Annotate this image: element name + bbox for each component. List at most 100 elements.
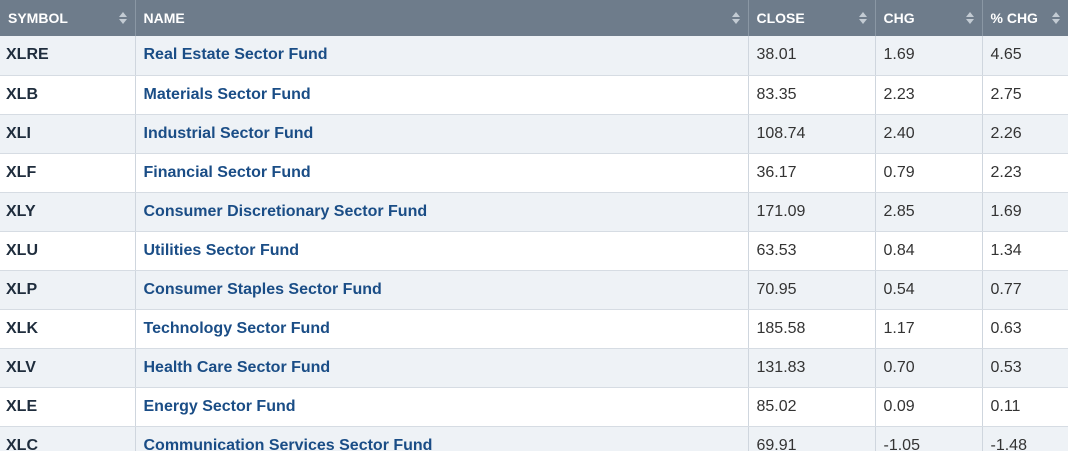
percent-change-cell: 0.53 <box>982 348 1068 388</box>
name-text[interactable]: Industrial Sector Fund <box>143 124 314 142</box>
table-row: XLC Communication Services Sector Fund 69.… <box>0 426 1068 451</box>
change-text: 1.17 <box>883 319 915 337</box>
column-header[interactable]: CHG <box>875 0 983 36</box>
percent-change-cell: 2.23 <box>982 153 1068 193</box>
name-text[interactable]: Technology Sector Fund <box>143 319 330 337</box>
symbol-cell: XLE <box>0 387 136 427</box>
change-text: 0.70 <box>883 358 915 376</box>
column-header[interactable]: NAME <box>135 0 749 36</box>
change-cell: 0.54 <box>875 270 983 310</box>
table-row: XLB Materials Sector Fund 83.35 2.23 2.75 <box>0 75 1068 115</box>
symbol-text: XLRE <box>6 46 49 64</box>
percent-change-text: 0.77 <box>990 280 1022 298</box>
name-cell: Industrial Sector Fund <box>135 114 749 154</box>
header-label: SYMBOL <box>8 10 68 26</box>
close-cell: 108.74 <box>748 114 876 154</box>
percent-change-cell: 4.65 <box>982 36 1068 76</box>
table-row: XLI Industrial Sector Fund 108.74 2.40 2.26 <box>0 114 1068 154</box>
symbol-cell: XLB <box>0 75 136 115</box>
name-cell: Consumer Discretionary Sector Fund <box>135 192 749 232</box>
symbol-cell: XLP <box>0 270 136 310</box>
column-header[interactable]: % CHG <box>982 0 1068 36</box>
change-cell: 2.23 <box>875 75 983 115</box>
percent-change-cell: 0.63 <box>982 309 1068 349</box>
header-label: CLOSE <box>756 10 805 26</box>
symbol-cell: XLRE <box>0 36 136 76</box>
symbol-text: XLB <box>6 85 38 103</box>
name-text[interactable]: Health Care Sector Fund <box>143 358 331 376</box>
table-row: XLV Health Care Sector Fund 131.83 0.70 0.53 <box>0 348 1068 388</box>
change-text: 2.85 <box>883 202 915 220</box>
column-header[interactable]: SYMBOL <box>0 0 136 36</box>
symbol-text: XLK <box>6 319 38 337</box>
name-text[interactable]: Real Estate Sector Fund <box>143 46 328 64</box>
percent-change-cell: 2.75 <box>982 75 1068 115</box>
percent-change-text: 0.63 <box>990 319 1022 337</box>
percent-change-cell: 0.11 <box>982 387 1068 427</box>
close-cell: 36.17 <box>748 153 876 193</box>
close-text: 36.17 <box>756 163 797 181</box>
symbol-cell: XLU <box>0 231 136 271</box>
change-cell: 0.09 <box>875 387 983 427</box>
percent-change-text: 2.26 <box>990 124 1022 142</box>
symbol-cell: XLY <box>0 192 136 232</box>
name-cell: Technology Sector Fund <box>135 309 749 349</box>
symbol-text: XLY <box>6 202 36 220</box>
close-text: 131.83 <box>756 358 806 376</box>
change-text: 0.09 <box>883 397 915 415</box>
name-text[interactable]: Consumer Discretionary Sector Fund <box>143 202 428 220</box>
change-text: 1.69 <box>883 46 915 64</box>
close-cell: 85.02 <box>748 387 876 427</box>
symbol-cell: XLV <box>0 348 136 388</box>
name-cell: Materials Sector Fund <box>135 75 749 115</box>
symbol-cell: XLK <box>0 309 136 349</box>
sort-icon <box>731 12 740 24</box>
symbol-text: XLI <box>6 124 31 142</box>
sort-icon <box>1052 12 1060 24</box>
change-cell: 1.69 <box>875 36 983 76</box>
close-text: 38.01 <box>756 46 797 64</box>
percent-change-text: 0.53 <box>990 358 1022 376</box>
name-cell: Health Care Sector Fund <box>135 348 749 388</box>
name-text[interactable]: Consumer Staples Sector Fund <box>143 280 382 298</box>
table-row: XLRE Real Estate Sector Fund 38.01 1.69 4.65 <box>0 36 1068 76</box>
percent-change-cell: 2.26 <box>982 114 1068 154</box>
change-cell: 0.70 <box>875 348 983 388</box>
name-cell: Energy Sector Fund <box>135 387 749 427</box>
close-cell: 131.83 <box>748 348 876 388</box>
close-text: 63.53 <box>756 241 797 259</box>
percent-change-text: 1.69 <box>990 202 1022 220</box>
percent-change-cell: 1.34 <box>982 231 1068 271</box>
change-cell: 2.40 <box>875 114 983 154</box>
table-row: XLU Utilities Sector Fund 63.53 0.84 1.34 <box>0 231 1068 271</box>
name-cell: Utilities Sector Fund <box>135 231 749 271</box>
table-row: XLE Energy Sector Fund 85.02 0.09 0.11 <box>0 387 1068 427</box>
close-text: 108.74 <box>756 124 806 142</box>
close-text: 85.02 <box>756 397 797 415</box>
change-text: 0.84 <box>883 241 915 259</box>
name-cell: Financial Sector Fund <box>135 153 749 193</box>
name-text[interactable]: Materials Sector Fund <box>143 85 311 103</box>
name-text[interactable]: Financial Sector Fund <box>143 163 311 181</box>
column-header[interactable]: CLOSE <box>748 0 876 36</box>
table-row: XLF Financial Sector Fund 36.17 0.79 2.23 <box>0 153 1068 193</box>
table-body: XLRE Real Estate Sector Fund 38.01 1.69 4.65… <box>0 36 1068 451</box>
close-text: 171.09 <box>756 202 806 220</box>
sort-icon <box>965 12 974 24</box>
name-text[interactable]: Utilities Sector Fund <box>143 241 300 259</box>
close-cell: 171.09 <box>748 192 876 232</box>
change-text: 2.23 <box>883 85 915 103</box>
header-label: NAME <box>143 10 185 26</box>
percent-change-cell: 0.77 <box>982 270 1068 310</box>
close-cell: 69.91 <box>748 426 876 451</box>
change-cell: 0.79 <box>875 153 983 193</box>
close-text: 185.58 <box>756 319 806 337</box>
symbol-cell: XLC <box>0 426 136 451</box>
name-text[interactable]: Communication Services Sector Fund <box>143 436 433 451</box>
change-text: 0.79 <box>883 163 915 181</box>
name-text[interactable]: Energy Sector Fund <box>143 397 296 415</box>
change-cell: 2.85 <box>875 192 983 232</box>
symbol-cell: XLF <box>0 153 136 193</box>
